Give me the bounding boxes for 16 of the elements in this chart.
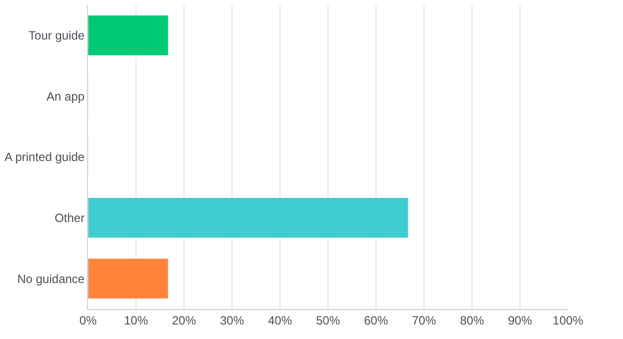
y-tick-label: No guidance [17,272,85,286]
x-tick-label: 30% [220,313,244,328]
x-tick-label: 0% [79,313,97,328]
x-tick-label: 100% [552,313,584,328]
x-tick-label: 40% [268,313,292,328]
x-tick-label: 70% [412,313,436,328]
y-tick-label: Tour guide [28,28,85,43]
x-tick-label: 60% [364,313,388,328]
x-tick-label: 10% [124,313,148,328]
x-tick-label: 50% [316,313,340,328]
y-tick-label: Other [54,211,85,225]
y-tick-label: A printed guide [4,150,85,164]
x-tick-label: 80% [460,313,484,328]
y-tick-label: An app [46,89,85,104]
x-tick-label: 90% [508,313,532,328]
x-tick-label: 20% [172,313,196,328]
